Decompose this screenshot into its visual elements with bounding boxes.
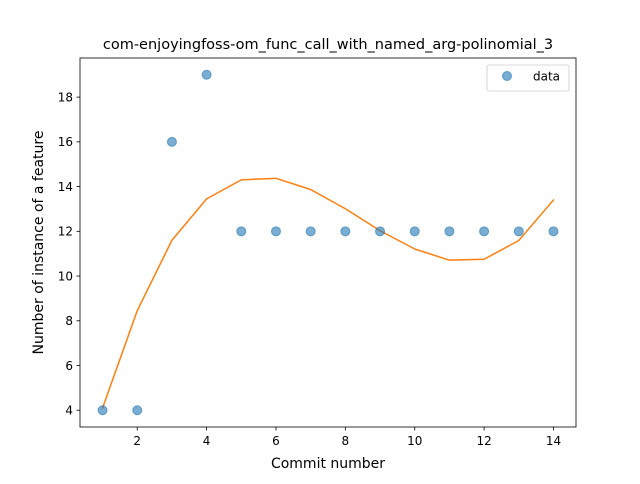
chart-title: com-enjoyingfoss-om_func_call_with_named… — [103, 37, 553, 53]
data-point — [340, 226, 351, 237]
x-tick-label: 12 — [476, 434, 491, 448]
x-axis: 2 4 6 8 10 12 14 — [133, 427, 561, 448]
data-point — [444, 226, 455, 237]
x-tick-label: 4 — [203, 434, 211, 448]
y-tick-label: 4 — [65, 404, 73, 418]
data-point — [513, 226, 524, 237]
y-tick-label: 12 — [58, 225, 73, 239]
fit-line — [101, 177, 555, 409]
legend: data — [486, 64, 570, 92]
y-tick-label: 6 — [65, 359, 73, 373]
y-tick-label: 18 — [58, 90, 73, 104]
x-tick-label: 14 — [546, 434, 561, 448]
data-point — [236, 226, 247, 237]
y-tick-label: 14 — [58, 180, 73, 194]
data-point — [409, 226, 420, 237]
data-point — [270, 226, 281, 237]
x-tick-label: 6 — [272, 434, 280, 448]
x-tick-label: 10 — [407, 434, 422, 448]
data-point — [97, 405, 108, 416]
y-axis: 4 6 8 10 12 14 16 18 — [58, 90, 80, 418]
y-tick-label: 10 — [58, 269, 73, 283]
axes-frame — [79, 57, 577, 428]
data-point — [375, 226, 386, 237]
legend-label-data: data — [533, 70, 560, 84]
data-point — [166, 136, 177, 147]
data-point — [479, 226, 490, 237]
x-tick-label: 8 — [342, 434, 350, 448]
legend-marker-data — [502, 71, 512, 81]
plot-area — [97, 69, 559, 416]
data-point — [548, 226, 559, 237]
x-tick-label: 2 — [133, 434, 141, 448]
y-tick-label: 8 — [65, 314, 73, 328]
data-point — [305, 226, 316, 237]
data-point — [201, 69, 212, 80]
x-axis-label: Commit number — [271, 456, 385, 472]
data-point — [132, 405, 143, 416]
y-tick-label: 16 — [58, 135, 73, 149]
y-axis-label: Number of instance of a feature — [31, 131, 47, 355]
